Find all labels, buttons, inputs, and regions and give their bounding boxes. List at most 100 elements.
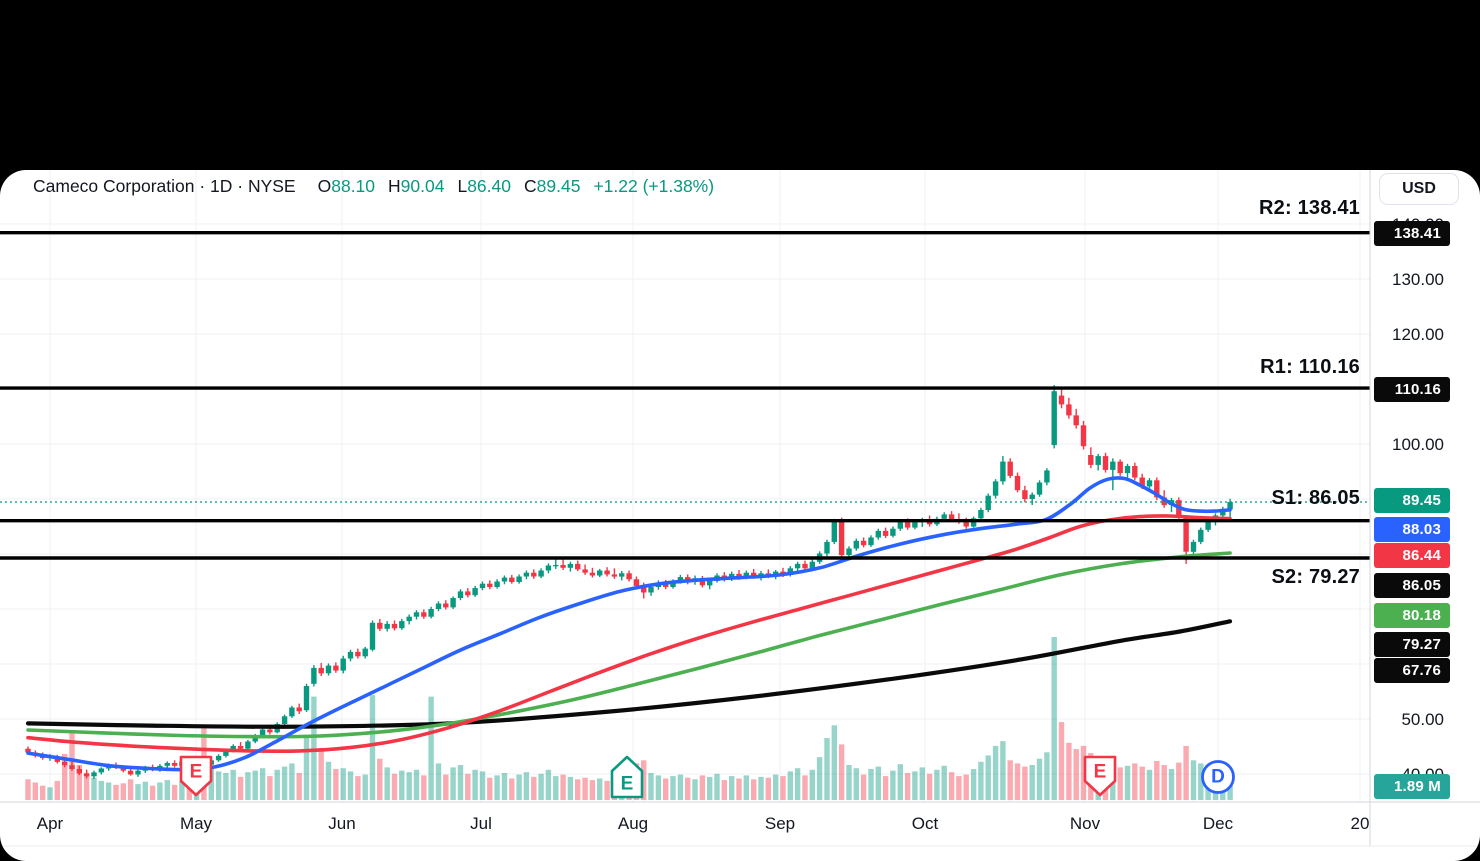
volume-bar [853, 768, 859, 800]
volume-bar [685, 777, 691, 800]
marker-shield-icon [179, 755, 213, 797]
time-axis[interactable]: Apr May Jun Jul Aug Sep Oct Nov Dec 20 [0, 806, 1370, 846]
volume-bar [912, 771, 918, 800]
chart-card: Cameco Corporation · 1D · NYSE O88.10 H90.… [0, 170, 1480, 861]
candle-body [164, 763, 170, 766]
volume-bar [179, 780, 185, 800]
candle-body [853, 540, 859, 549]
volume-bar [941, 765, 947, 800]
candle-body [516, 576, 522, 582]
symbol-title[interactable]: Cameco Corporation · 1D · NYSE [33, 176, 296, 196]
open-label: O [317, 176, 332, 196]
candle-body [281, 716, 288, 724]
candle-body [531, 572, 537, 577]
earnings-marker[interactable]: E [177, 754, 215, 800]
candle-body [1036, 482, 1043, 495]
volume-bar [765, 777, 771, 800]
candle-body [296, 707, 302, 712]
volume-bar [391, 773, 398, 800]
candle-body [303, 686, 310, 711]
volume-bar [32, 782, 38, 800]
volume-bar [362, 774, 368, 800]
high-value: 90.04 [400, 176, 445, 196]
candle-body [751, 572, 757, 577]
volume-bar [597, 778, 603, 800]
candle-body [1139, 477, 1145, 487]
volume-bar [1146, 769, 1153, 800]
low-label: L [457, 176, 468, 196]
volume-bar [714, 773, 720, 800]
volume-bar [560, 774, 566, 800]
candle-body [1146, 480, 1153, 487]
candle-body [428, 609, 434, 617]
candle-body [289, 707, 295, 717]
volume-bar [1058, 722, 1065, 800]
candle-body [325, 665, 332, 674]
volume-bar [794, 768, 801, 800]
volume-bar [501, 773, 508, 800]
volume-bar [223, 773, 229, 800]
volume-bar [751, 779, 757, 800]
volume-bar [355, 776, 361, 800]
candle-body [699, 578, 706, 586]
volume-bar [428, 696, 434, 800]
ohlc-header: Cameco Corporation · 1D · NYSE O88.10 H90.… [33, 176, 714, 200]
candle-body [1095, 456, 1101, 465]
marker-letter: E [190, 762, 203, 783]
candle-body [340, 658, 346, 671]
earnings-marker[interactable]: E [1081, 754, 1119, 800]
volume-bar [340, 768, 346, 800]
price-badge: 88.03 [1374, 517, 1450, 542]
dividend-marker[interactable]: D [1199, 754, 1237, 800]
volume-bar [1132, 763, 1138, 800]
candle-body [882, 530, 889, 536]
volume-bar [465, 773, 471, 800]
volume-bar [113, 784, 119, 800]
volume-bar [1139, 766, 1145, 800]
time-axis-label: Jul [470, 814, 492, 833]
marker-circle-icon [1201, 760, 1235, 794]
volume-bar [303, 734, 310, 800]
time-axis-label: Dec [1202, 814, 1234, 833]
marker-letter: E [621, 774, 634, 795]
time-axis-label: Nov [1069, 814, 1101, 833]
volume-bar [1080, 745, 1087, 800]
chart-area[interactable] [0, 170, 1480, 861]
candle-body [494, 581, 500, 587]
candle-body [1205, 519, 1211, 530]
candle-body [311, 667, 317, 684]
time-axis-label: Sep [764, 814, 796, 833]
volume-bar [1190, 760, 1197, 801]
volume-bar [1073, 749, 1079, 800]
volume-bar [311, 696, 317, 800]
volume-bar [743, 775, 749, 800]
candle-body [677, 577, 684, 581]
ma-blue-line [26, 476, 1232, 772]
candle-body [384, 623, 390, 629]
candle-body [985, 495, 991, 510]
volume-bar [860, 774, 867, 800]
candle-body [897, 521, 903, 529]
price-scale[interactable]: 140.00130.00120.00100.0050.0040.00138.41… [1370, 170, 1480, 861]
volume-bar [963, 774, 969, 800]
volume-bar [157, 782, 163, 800]
volume-bar [824, 738, 830, 800]
volume-bar [54, 780, 60, 800]
candle-body [538, 570, 544, 577]
price-scale-label: 100.00 [1392, 435, 1444, 454]
price-badge: 110.16 [1374, 377, 1450, 402]
volume-bar [1117, 767, 1123, 800]
candles [25, 385, 1233, 779]
volume-bar [992, 745, 999, 800]
currency-button[interactable]: USD [1379, 173, 1459, 205]
price-badge: 86.05 [1374, 573, 1450, 598]
earnings-marker[interactable]: E [608, 754, 646, 800]
volume-bar [956, 776, 962, 800]
candle-body [435, 603, 442, 609]
candle-body [824, 541, 830, 554]
candle-body [648, 587, 654, 593]
candle-body [707, 581, 713, 586]
volume-bar [1227, 785, 1233, 800]
ma-red-line [26, 514, 1232, 753]
candle-body [523, 572, 530, 577]
